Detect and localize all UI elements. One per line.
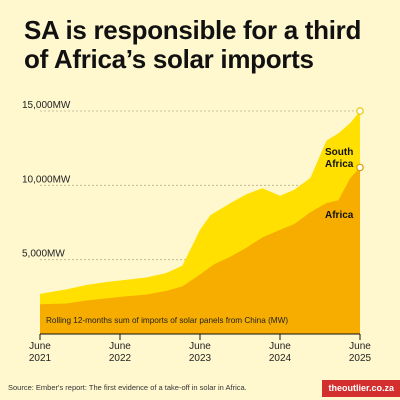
y-tick-label: 10,000MW: [22, 174, 71, 185]
y-tick-label: 15,000MW: [22, 100, 71, 111]
x-tick-label-year: 2023: [189, 353, 212, 364]
label-layer: Rolling 12-months sum of imports of sola…: [46, 147, 356, 325]
end-marker-south-africa: [356, 107, 364, 115]
series-label-south-africa-line-1: South: [325, 147, 353, 158]
x-tick-label-month: June: [29, 341, 51, 352]
x-tick-label-month: June: [109, 341, 131, 352]
chart-title-line-1: SA is responsible for a third: [24, 15, 362, 45]
axis-layer: 5,000MW10,000MW15,000MWJune2021June2022J…: [22, 100, 372, 364]
series-label-south-africa: South Africa: [325, 147, 356, 170]
end-marker-africa: [356, 163, 364, 172]
brand-badge[interactable]: theoutlier.co.za: [322, 380, 400, 397]
series-label-south-africa-line-2: Africa: [325, 159, 354, 170]
x-tick-label-month: June: [189, 341, 211, 352]
x-tick-label-month: June: [269, 341, 291, 352]
x-tick-label-year: 2022: [109, 353, 132, 364]
series-label-africa: Africa: [325, 210, 354, 221]
source-note: Source: Ember's report: The first eviden…: [8, 383, 247, 392]
marker-layer: [356, 107, 364, 172]
x-tick-label-month: June: [349, 341, 371, 352]
chart-title: SA is responsible for a third of Africa’…: [24, 16, 384, 74]
chart-title-line-2: of Africa’s solar imports: [24, 44, 314, 74]
area-africa: [40, 167, 360, 334]
x-tick-label-year: 2021: [29, 353, 52, 364]
area-layer: [40, 111, 360, 334]
x-tick-label-year: 2025: [349, 353, 372, 364]
chart-subtitle: Rolling 12-months sum of imports of sola…: [46, 316, 288, 325]
y-tick-label: 5,000MW: [22, 249, 65, 260]
x-tick-label-year: 2024: [269, 353, 292, 364]
